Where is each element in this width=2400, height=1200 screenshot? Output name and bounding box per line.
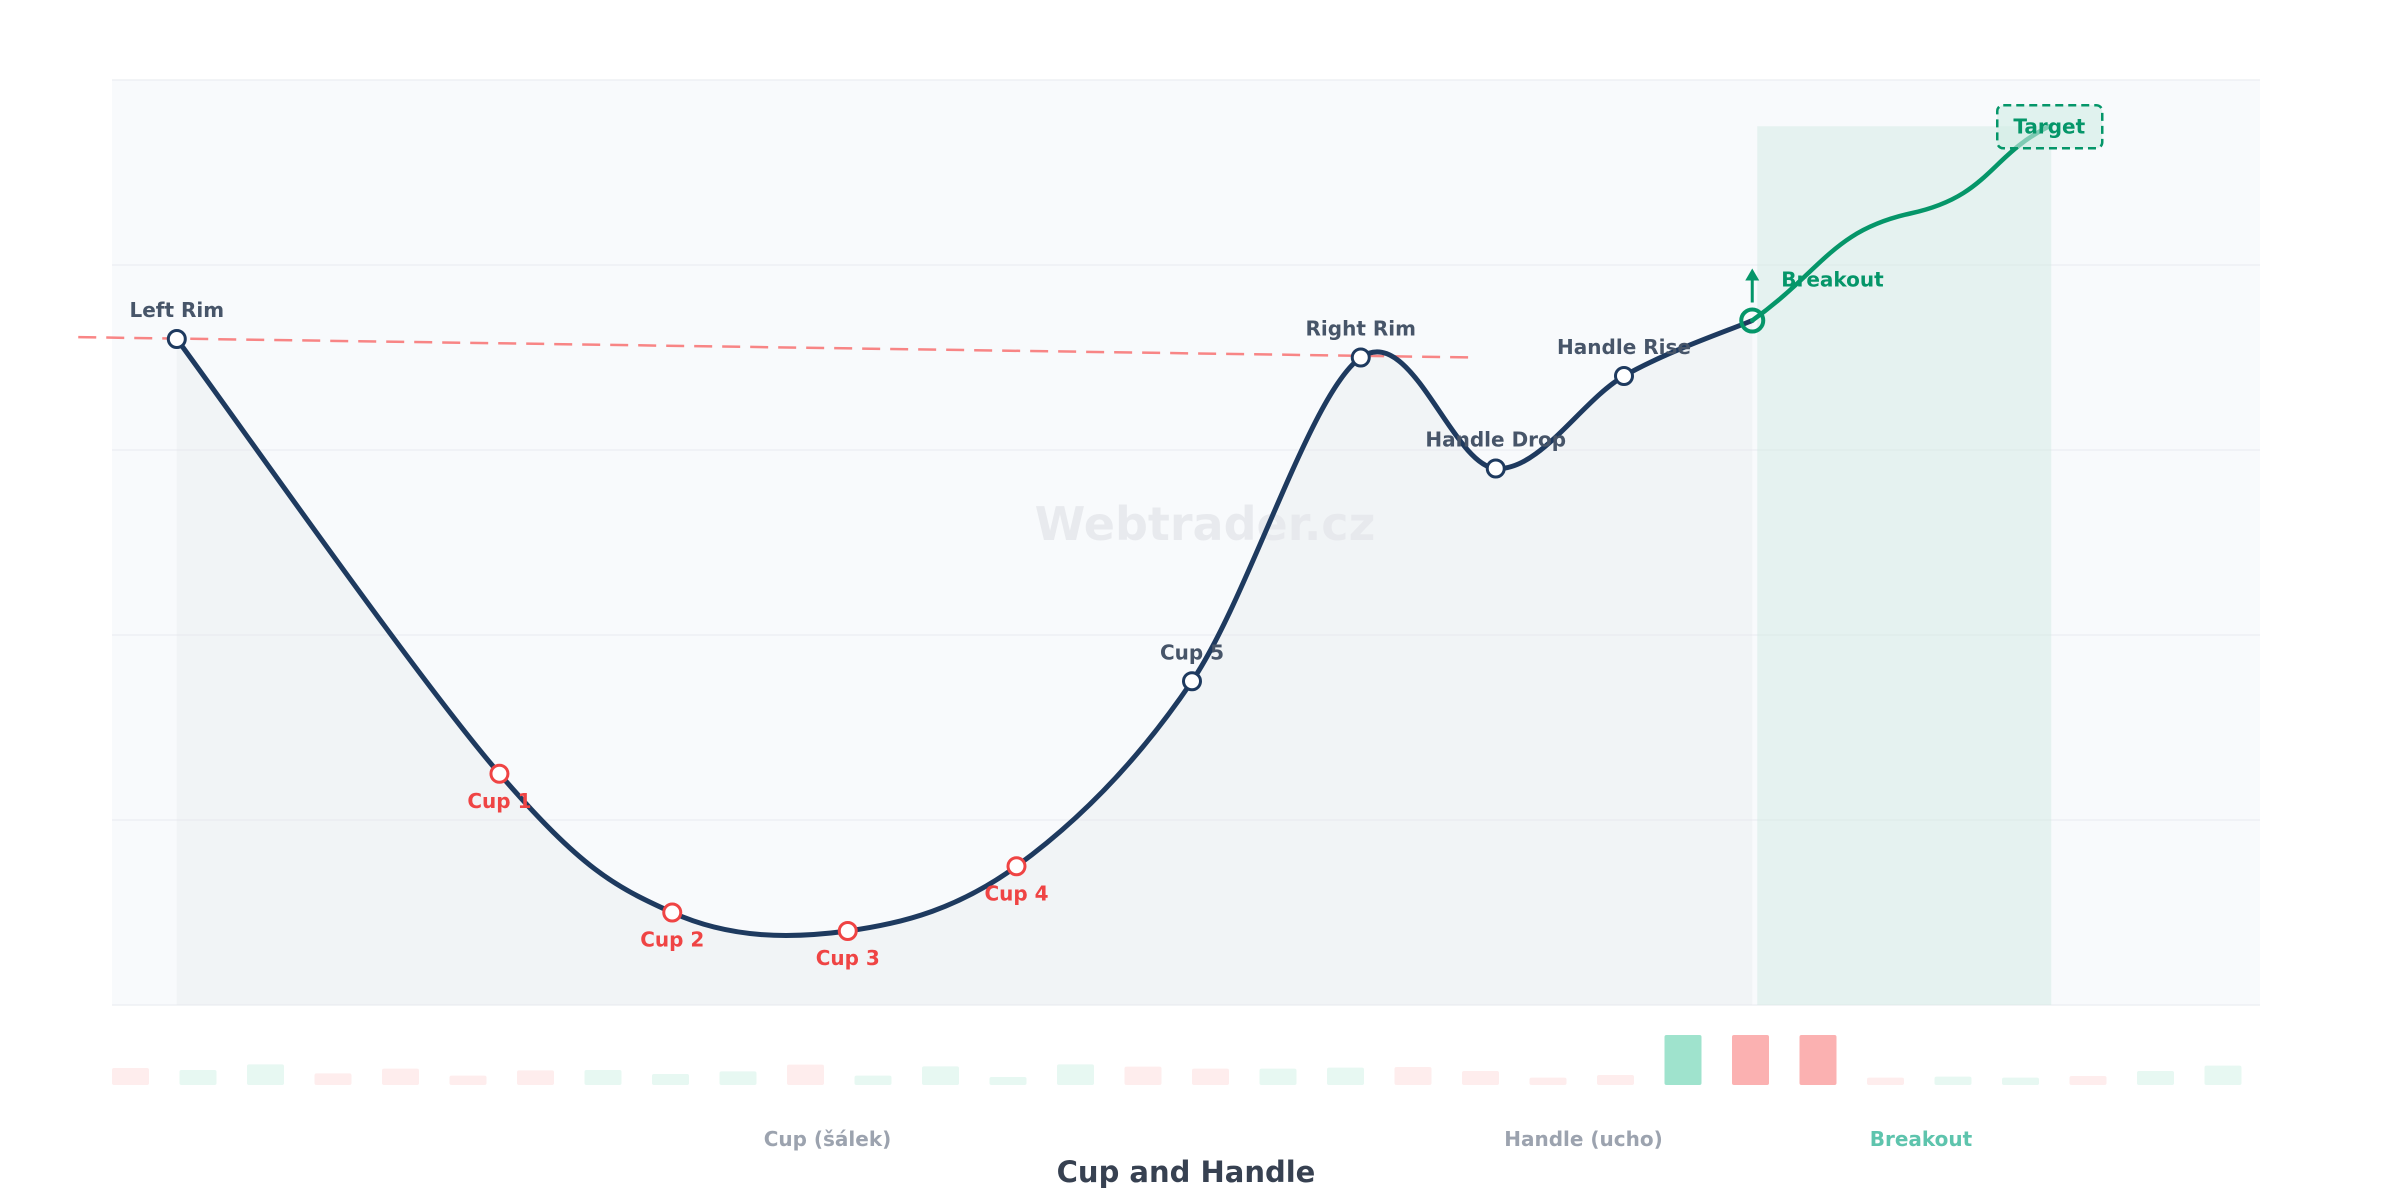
cup-area-fill (176, 320, 1753, 1005)
volume-bar (179, 1070, 217, 1085)
phase-label: Cup (šálek) (764, 1127, 892, 1151)
volume-bar (1394, 1067, 1432, 1085)
watermark: Webtrader.cz (1035, 497, 1376, 551)
volume-bar (989, 1077, 1027, 1085)
volume-bar (2204, 1065, 2242, 1085)
pattern-point (1614, 366, 1634, 386)
target-box (1996, 104, 2104, 150)
volume-bar (1934, 1076, 1972, 1085)
volume-bar (719, 1071, 757, 1085)
breakout-label: Breakout (1781, 268, 1884, 292)
volume-bar (922, 1066, 959, 1085)
volume-bar (2002, 1077, 2039, 1085)
breakout-marker: Breakout (1739, 268, 1884, 334)
point-label: Handle Rise (1557, 335, 1691, 359)
volume-bar (1057, 1064, 1094, 1085)
volume-bars (112, 1035, 2242, 1085)
price-line (174, 318, 1755, 938)
volume-bar (787, 1064, 824, 1085)
volume-bar (1664, 1035, 1702, 1085)
volume-bar (382, 1068, 419, 1085)
point-label: Right Rim (1306, 317, 1416, 341)
volume-bar (247, 1064, 284, 1085)
pattern-point (1350, 347, 1371, 368)
volume-bar (1732, 1035, 1769, 1085)
volume-bar (1124, 1066, 1162, 1085)
arrow-head-icon (1745, 268, 1760, 281)
chart-title: Cup and Handle (1057, 1155, 1316, 1189)
volume-bar (1259, 1068, 1297, 1085)
phase-label: Breakout (1870, 1127, 1973, 1151)
volume-bar (2069, 1076, 2107, 1085)
pattern-point (166, 329, 187, 349)
point-label: Cup 5 (1160, 640, 1224, 664)
volume-bar (584, 1070, 622, 1085)
breakout-line (1750, 124, 2052, 323)
pattern-point (837, 921, 858, 941)
point-label: Left Rim (129, 298, 224, 322)
breakout-zone (1757, 126, 2052, 1005)
volume-bar (854, 1075, 892, 1085)
breakout-point (1739, 307, 1766, 334)
gridlines (112, 79, 2260, 1006)
resistance-line (78, 335, 1476, 359)
point-label: Cup 3 (816, 946, 880, 970)
volume-bar (1799, 1035, 1837, 1085)
phase-labels: Cup (šálek) Handle (ucho) Breakout (764, 1127, 1973, 1151)
point-label: Cup 4 (984, 881, 1048, 905)
point-label: Cup 1 (467, 789, 531, 813)
volume-bar (1867, 1077, 1904, 1085)
volume-bar (449, 1075, 487, 1085)
pattern-point (1485, 458, 1506, 479)
volume-bar (1327, 1067, 1364, 1085)
volume-bar (112, 1068, 149, 1085)
pattern-point (662, 902, 683, 923)
phase-label: Handle (ucho) (1504, 1127, 1663, 1151)
volume-bar (517, 1070, 554, 1085)
pattern-point (489, 763, 510, 784)
volume-bar (652, 1074, 689, 1085)
volume-bar (1192, 1068, 1229, 1085)
point-label: Handle Drop (1425, 428, 1566, 452)
volume-bar (2137, 1071, 2174, 1085)
volume-bar (1529, 1077, 1567, 1085)
target-marker: Target (1996, 104, 2104, 150)
pattern-points: Left Rim Cup 1 Cup 2 Cup 3 Cup 4 Cup 5 Right R… (129, 298, 1690, 970)
pattern-point (1006, 856, 1027, 877)
target-label: Target (2013, 114, 2085, 138)
volume-bar (1597, 1075, 1634, 1085)
point-label: Cup 2 (640, 928, 704, 952)
pattern-point (1182, 671, 1202, 692)
volume-bar (1462, 1071, 1499, 1085)
volume-bar (314, 1073, 352, 1085)
